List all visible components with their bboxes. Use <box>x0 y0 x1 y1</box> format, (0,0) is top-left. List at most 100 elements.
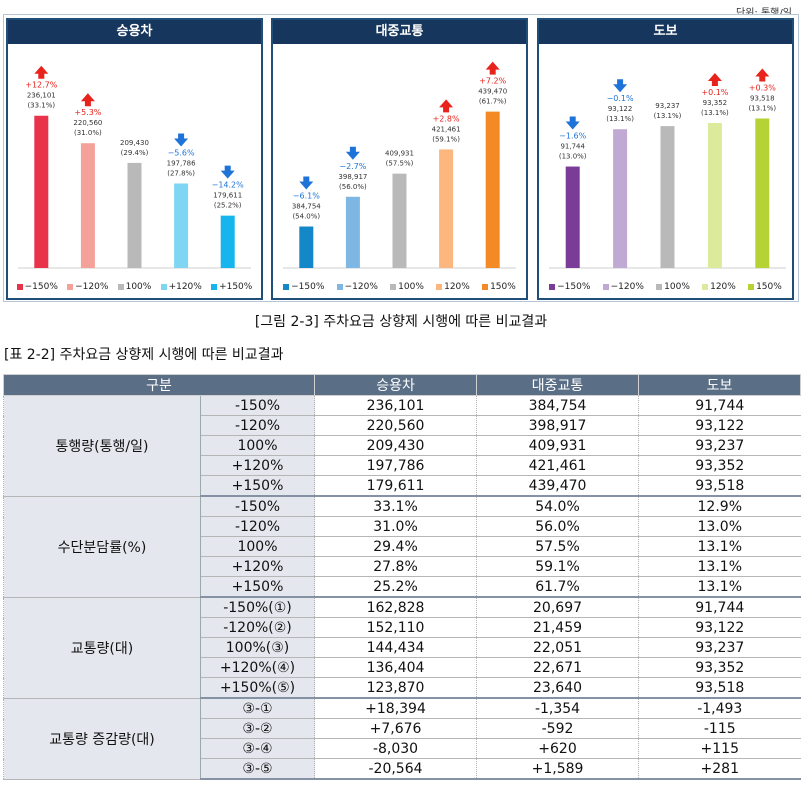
header-category: 구분 <box>2 374 316 396</box>
bar-share-label: (27.8%) <box>167 169 195 177</box>
table-cell: 93,122 <box>638 415 801 436</box>
table-row: 교통량(대) -150%(①) 162,828 20,697 91,744 <box>3 597 801 699</box>
arrow-down-icon <box>565 116 580 130</box>
bar-value-label: 93,122 <box>608 105 633 113</box>
chart-bar <box>299 226 314 268</box>
table-cell: 93,518 <box>638 677 801 699</box>
arrow-up-icon <box>439 99 454 113</box>
table-cell: -115 <box>638 718 801 739</box>
table-row: 100% 209,430 409,931 93,237 <box>4 435 801 456</box>
table-cell: 22,051 <box>476 637 639 658</box>
bar-value-label: 409,931 <box>385 150 414 158</box>
legend-swatch <box>117 284 124 290</box>
arrow-down-icon <box>613 79 628 93</box>
chart-legend: −150% −120% 100% 120% 150% <box>273 282 526 292</box>
table-cell: 123,870 <box>314 677 477 699</box>
legend-item: −150% <box>283 282 324 292</box>
chart-bar <box>34 115 49 268</box>
legend-item: −150% <box>16 282 58 292</box>
table-body: 통행량(통행/일) -150% 236,101 384,754 91,744 -120% 2… <box>3 395 801 780</box>
bar-share-label: (13.1%) <box>748 104 776 112</box>
row-scenario: -150% <box>199 496 315 517</box>
legend-label: −120% <box>75 282 109 292</box>
change-label: −5.6% <box>168 148 195 157</box>
bar-chart-walk: 91,744 (13.0%) −1.6% 93,122 (13.1%) −0.1% 93,2… <box>549 68 786 269</box>
bar-share-label: (13.1%) <box>701 109 729 117</box>
table-cell: 409,931 <box>476 435 639 456</box>
table-cell: 136,404 <box>314 657 477 678</box>
table-cell: -20,564 <box>314 758 477 780</box>
row-scenario: 100% <box>199 536 315 557</box>
table-cell: 439,470 <box>476 475 639 497</box>
change-label: +2.8% <box>433 114 460 123</box>
chart-bar <box>660 126 675 268</box>
table-row: 수단분담률(%) -150% 33.1% 54.0% 12.9% <box>3 496 801 598</box>
bar-share-label: (54.0%) <box>292 213 320 221</box>
table-cell: -8,030 <box>314 738 477 759</box>
bar-value-label: 197,786 <box>167 159 196 167</box>
row-scenario: ③-⑤ <box>199 758 315 780</box>
row-scenario: ③-② <box>199 718 315 739</box>
chart-title: 대중교통 <box>273 20 526 44</box>
legend-label: 100% <box>125 282 152 292</box>
row-group-label: 교통량 증감량(대) <box>3 698 201 780</box>
row-scenario: ③-① <box>199 698 315 719</box>
row-scenario: -120%(②) <box>199 617 315 638</box>
legend-label: 150% <box>490 282 516 292</box>
legend-item: +120% <box>160 282 202 292</box>
table-row: +120%(④) 136,404 22,671 93,352 <box>4 657 801 678</box>
table-row: -120% 220,560 398,917 93,122 <box>4 415 801 436</box>
legend-swatch <box>702 284 709 290</box>
bar-share-label: (25.2%) <box>214 202 242 210</box>
chart-bar <box>565 166 580 268</box>
legend-item: −120% <box>67 282 108 292</box>
chart-bar <box>485 111 500 268</box>
legend-item: 100% <box>656 282 690 292</box>
table-cell: 421,461 <box>476 455 639 476</box>
change-label: −6.1% <box>293 192 320 201</box>
table-row: 통행량(통행/일) -150% 236,101 384,754 91,744 <box>3 395 801 497</box>
change-label: −1.6% <box>559 132 586 141</box>
table-cell: 61.7% <box>476 576 639 598</box>
chart-bar <box>707 122 722 269</box>
chart-panel-walk: 도보 91,744 (13.0%) −1.6% 93,122 (13.1%) −0.1% 9… <box>537 18 794 300</box>
table-cell: +7,676 <box>314 718 477 739</box>
bar-share-label: (56.0%) <box>339 183 367 191</box>
arrow-up-icon <box>34 65 49 79</box>
table-cell: +620 <box>476 738 639 759</box>
legend-item: 150% <box>748 282 782 292</box>
row-scenario: -150% <box>199 395 315 416</box>
table-cell: 93,237 <box>638 637 801 658</box>
legend-swatch <box>211 284 218 290</box>
change-label: +5.3% <box>74 108 101 117</box>
row-scenario: +120% <box>199 556 315 577</box>
table-cell: +18,394 <box>314 698 477 719</box>
table-cell: 93,237 <box>638 435 801 456</box>
legend-item: −150% <box>549 282 590 292</box>
table-cell: 398,917 <box>476 415 639 436</box>
chart-panel-transit: 대중교통 384,754 (54.0%) −6.1% 398,917 (56.0%) −2… <box>271 18 528 300</box>
table-cell: +1,589 <box>476 758 639 780</box>
row-scenario: +120%(④) <box>199 657 315 678</box>
legend-swatch <box>160 284 167 290</box>
row-scenario: ③-④ <box>199 738 315 759</box>
table-cell: 13.1% <box>638 556 801 577</box>
legend-item: −120% <box>602 282 644 292</box>
header-walk: 도보 <box>638 374 802 396</box>
table-cell: 162,828 <box>314 597 477 618</box>
table-cell: 144,434 <box>314 637 477 658</box>
chart-bar <box>174 183 189 268</box>
chart-legend: −150% −120% 100% +120% +150% <box>8 282 261 292</box>
bar-share-label: (31.0%) <box>74 129 102 137</box>
chart-panel-car: 승용차 236,101 (33.1%) +12.7% 220,560 (31.0%) +5… <box>6 18 263 300</box>
arrow-down-icon <box>345 146 360 160</box>
bar-value-label: 236,101 <box>27 92 56 100</box>
table-cell: 59.1% <box>476 556 639 577</box>
row-group-label: 수단분담률(%) <box>3 496 201 598</box>
legend-item: +150% <box>211 282 252 292</box>
table-cell: 54.0% <box>476 496 639 517</box>
arrow-down-icon <box>220 165 235 179</box>
table-cell: 29.4% <box>314 536 477 557</box>
change-label: +12.7% <box>25 81 58 90</box>
bar-chart-transit: 384,754 (54.0%) −6.1% 398,917 (56.0%) −2.7% 40… <box>283 61 516 269</box>
